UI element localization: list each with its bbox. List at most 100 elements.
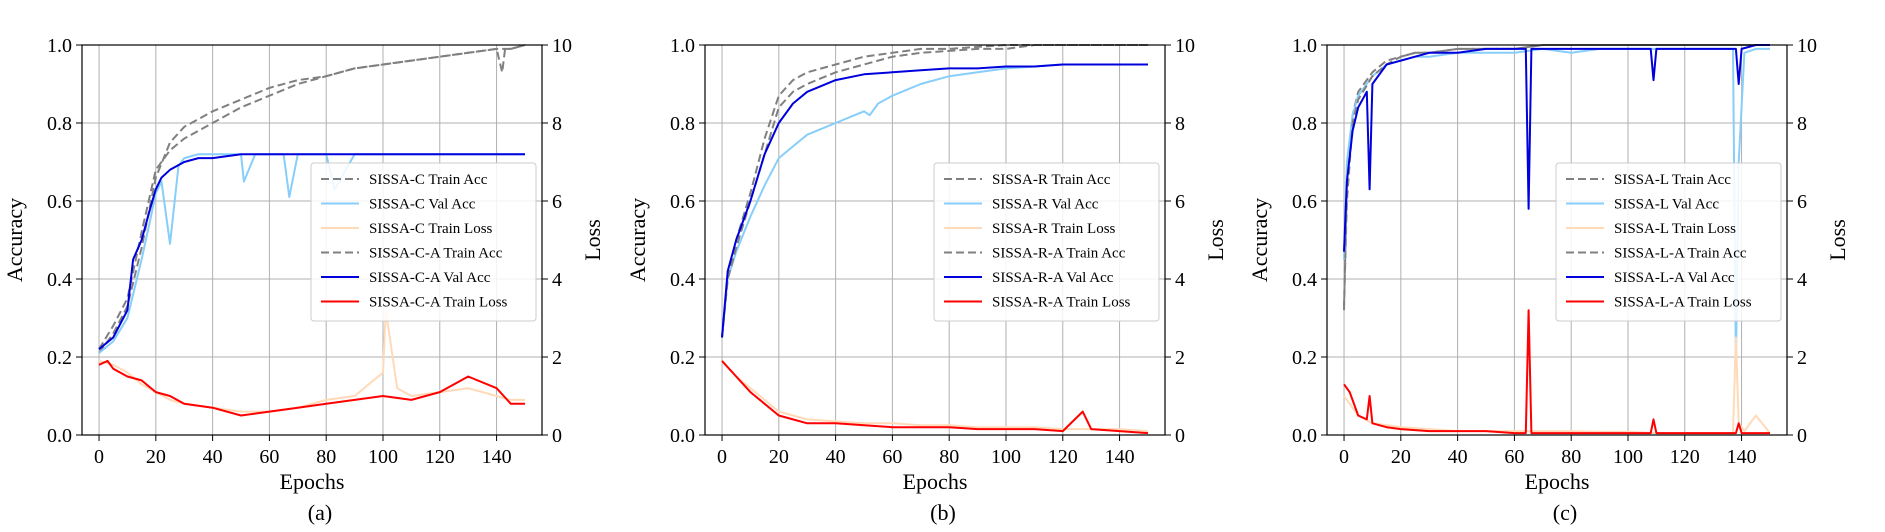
legend-entry: SISSA-R Train Loss (992, 221, 1116, 237)
x-tick-label: 60 (259, 446, 279, 468)
series-line-4 (98, 44, 526, 350)
y2-tick-label: 4 (1797, 269, 1807, 291)
y2-tick-label: 4 (552, 269, 562, 291)
plot-frame (704, 44, 1166, 436)
x-tick-label: 0 (94, 446, 104, 468)
x-tick-label: 40 (826, 446, 846, 468)
y-tick-label: 0.4 (670, 269, 695, 291)
y2-tick-label: 0 (552, 425, 562, 447)
chart-panel-2: 0 20 40 60 80 100 120 140 0.0 0.2 0.4 0.6 0.8 1.0 0 2 4 6… (625, 35, 1228, 525)
y-tick-label: 0.8 (1292, 113, 1317, 135)
y-tick-label: 0.0 (1292, 425, 1317, 447)
y2-tick-label: 4 (1175, 269, 1185, 291)
y2-tick-label: 8 (1175, 113, 1185, 135)
legend-entry: SISSA-C-A Train Loss (369, 295, 508, 311)
series-line-6 (98, 359, 525, 417)
y-tick-label: 1.0 (47, 35, 72, 57)
y-tick-label: 0.2 (670, 347, 695, 369)
legend-entry: SISSA-L-A Val Acc (1614, 270, 1735, 286)
y2-tick-label: 6 (1797, 191, 1807, 213)
legend-entry: SISSA-C Train Loss (369, 221, 493, 237)
x-tick-label: 0 (717, 446, 727, 468)
y-tick-label: 0.6 (670, 191, 695, 213)
series-line-1 (98, 44, 526, 354)
y-tick-label: 1.0 (670, 35, 695, 57)
x-axis-label: Epochs (903, 469, 968, 494)
x-tick-label: 20 (146, 446, 166, 468)
legend-entry: SISSA-R Val Acc (992, 197, 1099, 213)
y2-tick-label: 2 (1797, 347, 1807, 369)
legend-entry: SISSA-L-A Train Loss (1614, 295, 1752, 311)
y2-tick-label: 0 (1175, 425, 1185, 447)
x-tick-label: 60 (882, 446, 902, 468)
x-tick-label: 120 (1048, 446, 1078, 468)
x-tick-label: 80 (316, 446, 336, 468)
x-tick-label: 20 (1391, 446, 1411, 468)
x-tick-label: 40 (203, 446, 223, 468)
series-line-6 (721, 360, 1149, 435)
x-tick-label: 100 (991, 446, 1021, 468)
x-tick-label: 140 (1105, 446, 1135, 468)
y-tick-label: 0.4 (1292, 269, 1317, 291)
y-tick-label: 0.4 (47, 269, 72, 291)
x-tick-label: 120 (1670, 446, 1700, 468)
x-tick-label: 140 (482, 446, 512, 468)
legend: SISSA-C Train Acc SISSA-C Val Acc SISSA-C … (310, 162, 537, 322)
legend-entry: SISSA-L Train Acc (1614, 172, 1731, 188)
y2-tick-label: 0 (1797, 425, 1807, 447)
y2-axis-label: Loss (1825, 219, 1850, 261)
legend-entry: SISSA-L-A Train Acc (1614, 246, 1747, 262)
legend-entry: SISSA-R-A Val Acc (992, 270, 1114, 286)
y-tick-label: 0.2 (47, 347, 72, 369)
x-tick-label: 120 (425, 446, 455, 468)
x-axis-label: Epochs (280, 469, 345, 494)
panel-caption: (a) (308, 500, 332, 525)
legend-entry: SISSA-R-A Train Acc (992, 246, 1126, 262)
y2-tick-label: 8 (1797, 113, 1807, 135)
y2-tick-label: 8 (552, 113, 562, 135)
x-tick-label: 40 (1448, 446, 1468, 468)
x-tick-label: 0 (1339, 446, 1349, 468)
legend-entry: SISSA-C Train Acc (369, 172, 488, 188)
x-axis-label: Epochs (1525, 469, 1590, 494)
y-axis-label: Accuracy (1247, 198, 1272, 282)
y2-tick-label: 6 (1175, 191, 1185, 213)
y-axis-label: Accuracy (2, 198, 27, 282)
y2-axis-label: Loss (580, 219, 605, 261)
y-tick-label: 1.0 (1292, 35, 1317, 57)
series-line-3 (1343, 336, 1771, 435)
x-tick-label: 80 (939, 446, 959, 468)
legend-entry: SISSA-L Val Acc (1614, 197, 1719, 213)
y-tick-label: 0.8 (47, 113, 72, 135)
x-tick-label: 100 (368, 446, 398, 468)
y2-tick-label: 2 (552, 347, 562, 369)
y2-tick-label: 10 (1797, 35, 1817, 57)
x-tick-label: 60 (1504, 446, 1524, 468)
y2-tick-label: 6 (552, 191, 562, 213)
series-line-3 (721, 360, 1149, 433)
y-tick-label: 0.0 (670, 425, 695, 447)
legend-entry: SISSA-R-A Train Loss (992, 295, 1131, 311)
y-tick-label: 0.8 (670, 113, 695, 135)
y2-tick-label: 10 (552, 35, 572, 57)
x-tick-label: 140 (1727, 446, 1757, 468)
y-tick-label: 0.6 (1292, 191, 1317, 213)
legend-entry: SISSA-L Train Loss (1614, 221, 1736, 237)
series-line-6 (1343, 309, 1770, 435)
chart-panel-3: 0 20 40 60 80 100 120 140 0.0 0.2 0.4 0.6 0.8 1.0 0 2 4 6… (1247, 35, 1850, 525)
y2-axis-label: Loss (1203, 219, 1228, 261)
y-axis-label: Accuracy (625, 198, 650, 282)
series-line-5 (98, 153, 525, 350)
plot-frame (1326, 44, 1788, 436)
plot-frame (81, 44, 543, 436)
legend-entry: SISSA-C Val Acc (369, 197, 476, 213)
legend: SISSA-R Train Acc SISSA-R Val Acc SISSA-R … (933, 162, 1160, 322)
legend-entry: SISSA-R Train Acc (992, 172, 1111, 188)
y2-tick-label: 2 (1175, 347, 1185, 369)
legend-box (1555, 162, 1782, 322)
legend: SISSA-L Train Acc SISSA-L Val Acc SISSA-L … (1555, 162, 1782, 322)
legend-box (310, 162, 537, 322)
series-line-3 (98, 309, 525, 413)
chart-panel-1: 0 20 40 60 80 100 120 140 0.0 0.2 0.4 0.6 0.8 1.0 0 2 4 6… (2, 35, 605, 525)
